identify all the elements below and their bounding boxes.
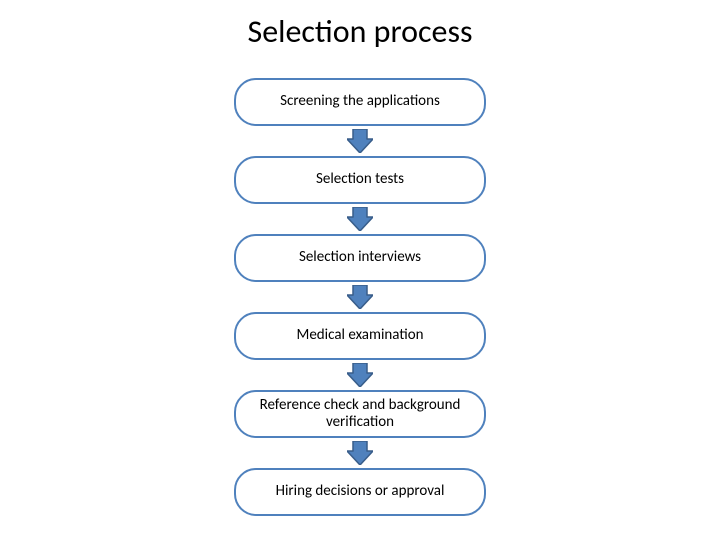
process-step: Selection interviews [234,234,486,282]
slide-title: Selection process [0,12,720,51]
down-arrow-icon [347,204,373,234]
process-step: Selection tests [234,156,486,204]
process-flow: Screening the applications Selection test… [0,78,720,516]
process-step-label: Selection interviews [299,249,421,266]
process-step-label: Selection tests [316,171,404,188]
process-step-label: Hiring decisions or approval [276,483,445,500]
process-step: Screening the applications [234,78,486,126]
process-step-label: Medical examination [297,327,424,344]
slide-canvas: Selection process Screening the applicat… [0,0,720,540]
process-step: Medical examination [234,312,486,360]
down-arrow-icon [347,438,373,468]
process-step-label: Screening the applications [280,93,440,110]
process-step: Hiring decisions or approval [234,468,486,516]
down-arrow-icon [347,282,373,312]
process-step-label: Reference check and background verificat… [250,397,470,432]
process-step: Reference check and background verificat… [234,390,486,438]
down-arrow-icon [347,126,373,156]
down-arrow-icon [347,360,373,390]
